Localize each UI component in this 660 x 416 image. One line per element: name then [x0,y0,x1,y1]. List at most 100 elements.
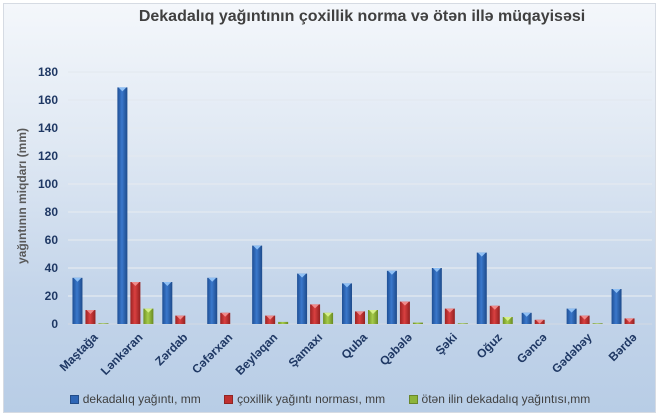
x-tick-label: Şəki [433,330,460,357]
bar-cap [73,277,82,282]
x-tick-label: Gəncə [514,330,550,366]
bar [412,322,423,324]
bar [162,282,173,324]
bar-0-2 [162,282,173,324]
bar-1-10 [534,319,545,324]
bar-cap [522,312,531,317]
bar-cap [298,273,307,278]
bar [85,310,96,324]
bar-0-3 [207,277,218,324]
bars [72,87,635,325]
bar-cap [86,310,95,314]
bar-2-5 [323,312,334,324]
legend-label-series-0: dekadalıq yağıntı, mm [82,392,201,406]
bar [386,270,397,324]
x-tick-label: Lənkəran [98,330,146,378]
legend-item-series-2: ötən ilin dekadalıq yağıntısı,mm [408,392,591,406]
bar [130,282,141,324]
bar-2-4 [278,321,289,324]
bar [278,321,289,324]
y-tick-label: 100 [38,177,58,191]
legend-label-series-2: ötən ilin dekadalıq yağıntısı,mm [421,392,591,406]
bar [444,308,455,324]
y-ticks: 0 20 40 60 80 100 120 140 160 180 [38,65,58,331]
bar-cap [356,311,364,316]
bar-0-5 [297,273,308,324]
bar [399,301,410,324]
y-tick-label: 160 [38,93,58,107]
bar-cap [625,318,634,323]
bar [297,273,308,324]
bar-cap [535,319,544,324]
bar-cap [118,87,127,92]
bar-cap [387,270,396,275]
bar-cap [253,245,262,250]
bar-cap [163,282,172,286]
bar-2-1 [143,308,154,324]
bar-1-11 [579,315,590,324]
bar-2-8 [457,323,468,324]
legend-swatch-series-1 [224,395,234,405]
bar [310,304,321,324]
bar-0-11 [566,308,577,324]
bar [592,323,603,324]
bar-1-9 [489,305,500,324]
bar-0-7 [386,270,397,324]
bar-cap [176,315,185,320]
bar [566,308,577,324]
bar [220,312,231,324]
bar-0-8 [431,268,442,324]
bar-cap [208,277,217,282]
bar-1-0 [85,310,96,324]
bar-cap [567,308,576,313]
bar-0-1 [117,87,128,325]
bar [117,87,128,325]
bar [368,310,378,324]
x-tick-label: Qəbələ [377,330,415,368]
x-tick-label: Oğuz [474,330,505,361]
y-tick-label: 140 [38,121,58,135]
y-tick-label: 120 [38,149,58,163]
bar-cap [266,315,275,320]
bar-cap [432,268,441,272]
bar-cap [400,301,409,306]
bar-0-12 [611,289,622,324]
bar-1-12 [624,318,635,324]
bar-1-8 [444,308,455,324]
bar-cap [343,283,351,288]
x-tick-label: Gədəbəy [549,330,595,376]
x-tick-label: Şamaxı [286,330,326,370]
legend-swatch-series-0 [69,395,79,405]
bar-0-0 [72,277,83,324]
legend-item-series-1: çoxillik yağıntı norması, mm [224,392,385,406]
bar-1-2 [175,315,186,324]
bar-cap [311,304,320,309]
bar-cap [490,305,499,310]
bar-2-9 [502,317,513,324]
bar [431,268,442,324]
bar [521,312,532,324]
x-tick-label: Bərdə [606,330,640,364]
bar-cap [369,310,377,314]
bar-1-5 [310,304,321,324]
bar-2-7 [412,322,423,324]
bar-1-3 [220,312,231,324]
bar [207,277,218,324]
x-tick-label: Beyləqan [233,330,281,378]
chart-title: Dekadalıq yağıntının çoxillik norma və ö… [138,8,586,25]
bar [579,315,590,324]
legend: dekadalıq yağıntı, mm çoxillik yağıntı n… [0,392,660,406]
chart-area [3,3,656,413]
bar [457,323,468,324]
bar-cap [580,315,589,320]
legend-item-series-0: dekadalıq yağıntı, mm [69,392,201,406]
bar-1-7 [399,301,410,324]
bar [98,323,109,324]
bar-cap [503,317,512,321]
bar [175,315,186,324]
bar-cap [144,308,153,313]
x-tick-label: Zərdab [152,330,190,368]
legend-label-series-1: çoxillik yağıntı norması, mm [237,392,386,406]
